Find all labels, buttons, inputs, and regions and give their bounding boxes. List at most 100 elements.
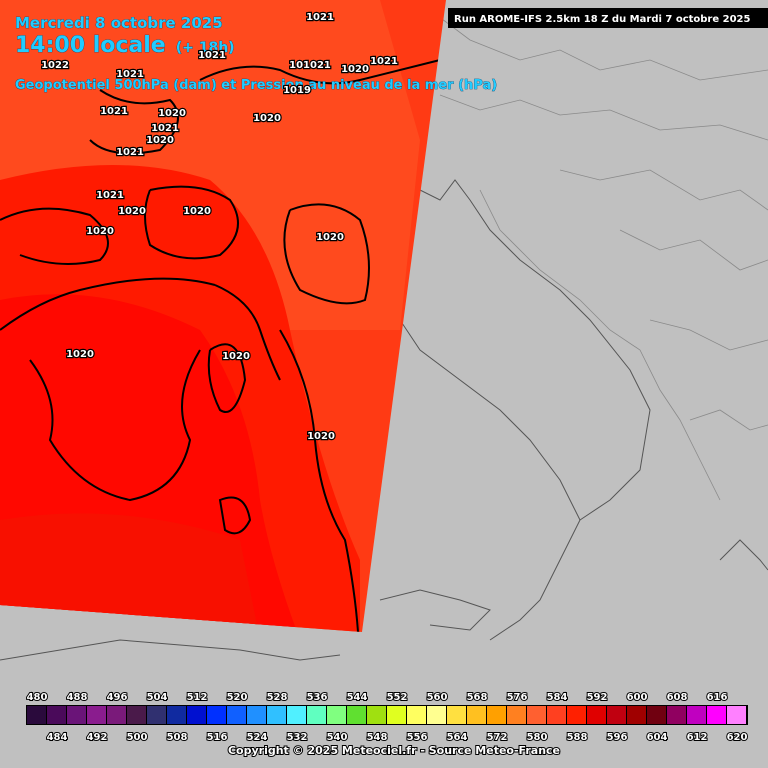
colorbar-label: 584 — [547, 692, 568, 703]
colorbar-label: 588 — [567, 732, 588, 743]
isobar-label: 1021 — [100, 106, 128, 117]
isobar-labels: 1021 1022 1021 1021 101021 1020 1021 1019 1021 10… — [40, 11, 399, 444]
colorbar-swatch — [687, 706, 706, 724]
colorbar-swatch — [47, 706, 66, 724]
isobar-label: 1021 — [198, 50, 226, 61]
colorbar-label: 512 — [187, 692, 208, 703]
colorbar-label: 520 — [227, 692, 248, 703]
colorbar-swatch — [207, 706, 226, 724]
colorbar-swatch — [607, 706, 626, 724]
forecast-date: Mercredi 8 octobre 2025 — [15, 14, 223, 32]
colorbar-swatch — [267, 706, 286, 724]
colorbar-swatch — [187, 706, 206, 724]
isobar-label: 1021 — [116, 69, 144, 80]
colorbar-label: 536 — [307, 692, 328, 703]
colorbar-swatch — [87, 706, 106, 724]
colorbar-label: 496 — [107, 692, 128, 703]
colorbar-label: 488 — [67, 692, 88, 703]
isobars — [0, 59, 441, 632]
colorbar-swatch — [527, 706, 546, 724]
colorbar-label: 600 — [627, 692, 648, 703]
colorbar-swatch — [707, 706, 726, 724]
isobar-label: 1020 — [183, 206, 211, 217]
isobar-label: 1021 — [96, 190, 124, 201]
run-info: Run AROME-IFS 2.5km 18 Z du Mardi 7 octo… — [454, 14, 750, 25]
colorbar-swatch — [167, 706, 186, 724]
colorbar-label: 524 — [247, 732, 268, 743]
field-shade — [0, 513, 260, 632]
colorbar-label: 596 — [607, 732, 628, 743]
isobar-label: 101021 — [289, 60, 331, 71]
colorbar-label: 552 — [387, 692, 408, 703]
colorbar-label: 616 — [707, 692, 728, 703]
colorbar-swatch — [667, 706, 686, 724]
isobar-label: 1021 — [116, 147, 144, 158]
colorbar-label: 568 — [467, 692, 488, 703]
colorbar-swatch — [447, 706, 466, 724]
colorbar-label: 516 — [207, 732, 228, 743]
isobar-label: 1021 — [151, 123, 179, 134]
colorbar-label: 532 — [287, 732, 308, 743]
colorbar-label: 572 — [487, 732, 508, 743]
isobar-label: 1020 — [307, 431, 335, 442]
colorbar: 480 484 488 492 496 500 504 508 512 516 520 524 528 5… — [26, 691, 749, 744]
colorbar-swatch — [307, 706, 326, 724]
isobar-label: 1020 — [158, 108, 186, 119]
colorbar-label: 612 — [687, 732, 708, 743]
colorbar-swatch — [627, 706, 646, 724]
colorbar-swatch — [107, 706, 126, 724]
colorbar-swatch — [467, 706, 486, 724]
colorbar-swatch — [127, 706, 146, 724]
isobar-label: 1022 — [41, 60, 69, 71]
colorbar-label: 608 — [667, 692, 688, 703]
colorbar-swatch — [407, 706, 426, 724]
colorbar-label: 580 — [527, 732, 548, 743]
model-domain — [0, 0, 446, 632]
colorbar-swatch — [67, 706, 86, 724]
isobar-label: 1021 — [306, 12, 334, 23]
colorbar-label: 492 — [87, 732, 108, 743]
copyright: Copyright © 2025 Meteociel.fr - Source M… — [228, 744, 560, 757]
colorbar-swatch — [327, 706, 346, 724]
isobar-label: 1020 — [66, 349, 94, 360]
colorbar-swatch — [567, 706, 586, 724]
isobar-label: 1020 — [86, 226, 114, 237]
forecast-lead: (+ 18h) — [176, 40, 235, 56]
colorbar-swatch — [587, 706, 606, 724]
colorbar-swatch — [147, 706, 166, 724]
colorbar-swatch — [27, 706, 46, 724]
colorbar-swatch — [727, 706, 746, 724]
colorbar-swatch — [347, 706, 366, 724]
colorbar-label: 508 — [167, 732, 188, 743]
isobar-label: 1020 — [118, 206, 146, 217]
colorbar-label: 480 — [27, 692, 48, 703]
colorbar-label: 604 — [647, 732, 668, 743]
colorbar-label: 592 — [587, 692, 608, 703]
isobar-label: 1020 — [316, 232, 344, 243]
colorbar-label: 576 — [507, 692, 528, 703]
isobar-label: 1020 — [253, 113, 281, 124]
isobar-label: 1020 — [222, 351, 250, 362]
colorbar-label: 544 — [347, 692, 368, 703]
colorbar-swatch — [287, 706, 306, 724]
colorbar-swatch — [247, 706, 266, 724]
field-description: Geopotentiel 500hPa (dam) et Pression au… — [15, 78, 497, 93]
borders — [429, 9, 768, 501]
coastlines — [0, 179, 768, 661]
colorbar-label: 560 — [427, 692, 448, 703]
colorbar-label: 500 — [127, 732, 148, 743]
colorbar-label: 528 — [267, 692, 288, 703]
colorbar-label: 504 — [147, 692, 168, 703]
colorbar-swatch — [367, 706, 386, 724]
colorbar-swatch — [487, 706, 506, 724]
colorbar-swatch — [227, 706, 246, 724]
colorbar-swatch — [387, 706, 406, 724]
colorbar-label: 548 — [367, 732, 388, 743]
colorbar-label: 620 — [727, 732, 748, 743]
colorbar-label: 564 — [447, 732, 468, 743]
run-box — [448, 8, 768, 28]
forecast-time: 14:00 locale — [15, 33, 166, 58]
colorbar-label: 484 — [47, 732, 68, 743]
isobar-label: 1019 — [283, 85, 311, 96]
